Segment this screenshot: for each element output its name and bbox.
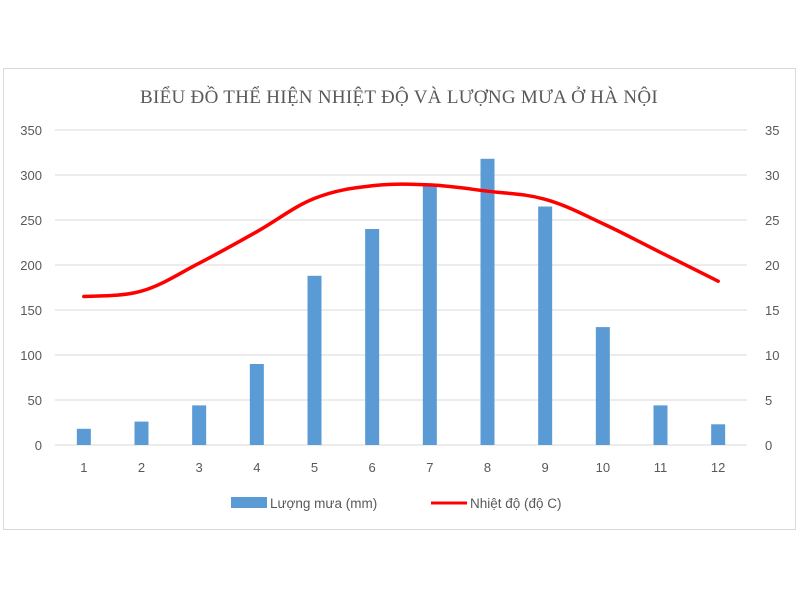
rainfall-bar [76, 428, 91, 445]
x-tick-label: 4 [253, 460, 260, 475]
y-right-tick-label: 30 [765, 168, 779, 183]
x-tick-label: 1 [80, 460, 87, 475]
rainfall-bar [480, 158, 495, 446]
rainfall-bar [365, 229, 380, 445]
y-axis-right: 0 5 10 15 20 25 30 35 [765, 123, 779, 453]
rainfall-bar [538, 206, 553, 445]
rainfall-bar [595, 327, 610, 445]
x-tick-label: 11 [654, 460, 668, 475]
y-left-tick-label: 100 [20, 348, 42, 363]
y-left-tick-label: 150 [20, 303, 42, 318]
y-right-tick-label: 20 [765, 258, 779, 273]
legend-label-rainfall: Lượng mưa (mm) [270, 496, 377, 511]
y-right-tick-label: 25 [765, 213, 779, 228]
legend-label-temperature: Nhiệt độ (độ C) [470, 496, 562, 511]
x-tick-label: 10 [596, 460, 610, 475]
y-left-tick-label: 0 [35, 438, 42, 453]
chart-frame [3, 68, 796, 530]
gridlines [55, 129, 747, 446]
rainfall-bar [134, 421, 149, 445]
rainfall-bar [653, 405, 668, 445]
x-tick-label: 5 [311, 460, 318, 475]
rainfall-bar [307, 275, 322, 445]
rainfall-bar [711, 424, 726, 445]
rainfall-bar [192, 405, 207, 445]
y-left-tick-label: 350 [20, 123, 42, 138]
legend-swatch-rainfall [231, 497, 267, 508]
x-tick-label: 8 [484, 460, 491, 475]
y-left-tick-label: 50 [28, 393, 42, 408]
y-left-tick-label: 200 [20, 258, 42, 273]
y-right-tick-label: 35 [765, 123, 779, 138]
chart-title: BIỂU ĐỒ THỂ HIỆN NHIỆT ĐỘ VÀ LƯỢNG MƯA Ở… [140, 86, 658, 108]
x-tick-label: 6 [369, 460, 376, 475]
legend: Lượng mưa (mm) Nhiệt độ (độ C) [231, 496, 562, 511]
temperature-line [82, 182, 720, 299]
x-axis: 1 2 3 4 5 6 7 8 9 10 11 12 [80, 460, 725, 475]
rainfall-bar [249, 364, 264, 445]
y-right-tick-label: 10 [765, 348, 779, 363]
rainfall-bars [76, 158, 726, 446]
y-left-tick-label: 300 [20, 168, 42, 183]
rainfall-bar [422, 185, 437, 446]
y-right-tick-label: 5 [765, 393, 772, 408]
temperature-line-path [82, 182, 720, 299]
x-tick-label: 3 [196, 460, 203, 475]
x-tick-label: 7 [426, 460, 433, 475]
y-axis-left: 0 50 100 150 200 250 300 350 [20, 123, 42, 453]
y-left-tick-label: 250 [20, 213, 42, 228]
x-tick-label: 9 [542, 460, 549, 475]
x-tick-label: 2 [138, 460, 145, 475]
x-tick-label: 12 [711, 460, 725, 475]
y-right-tick-label: 0 [765, 438, 772, 453]
y-right-tick-label: 15 [765, 303, 779, 318]
